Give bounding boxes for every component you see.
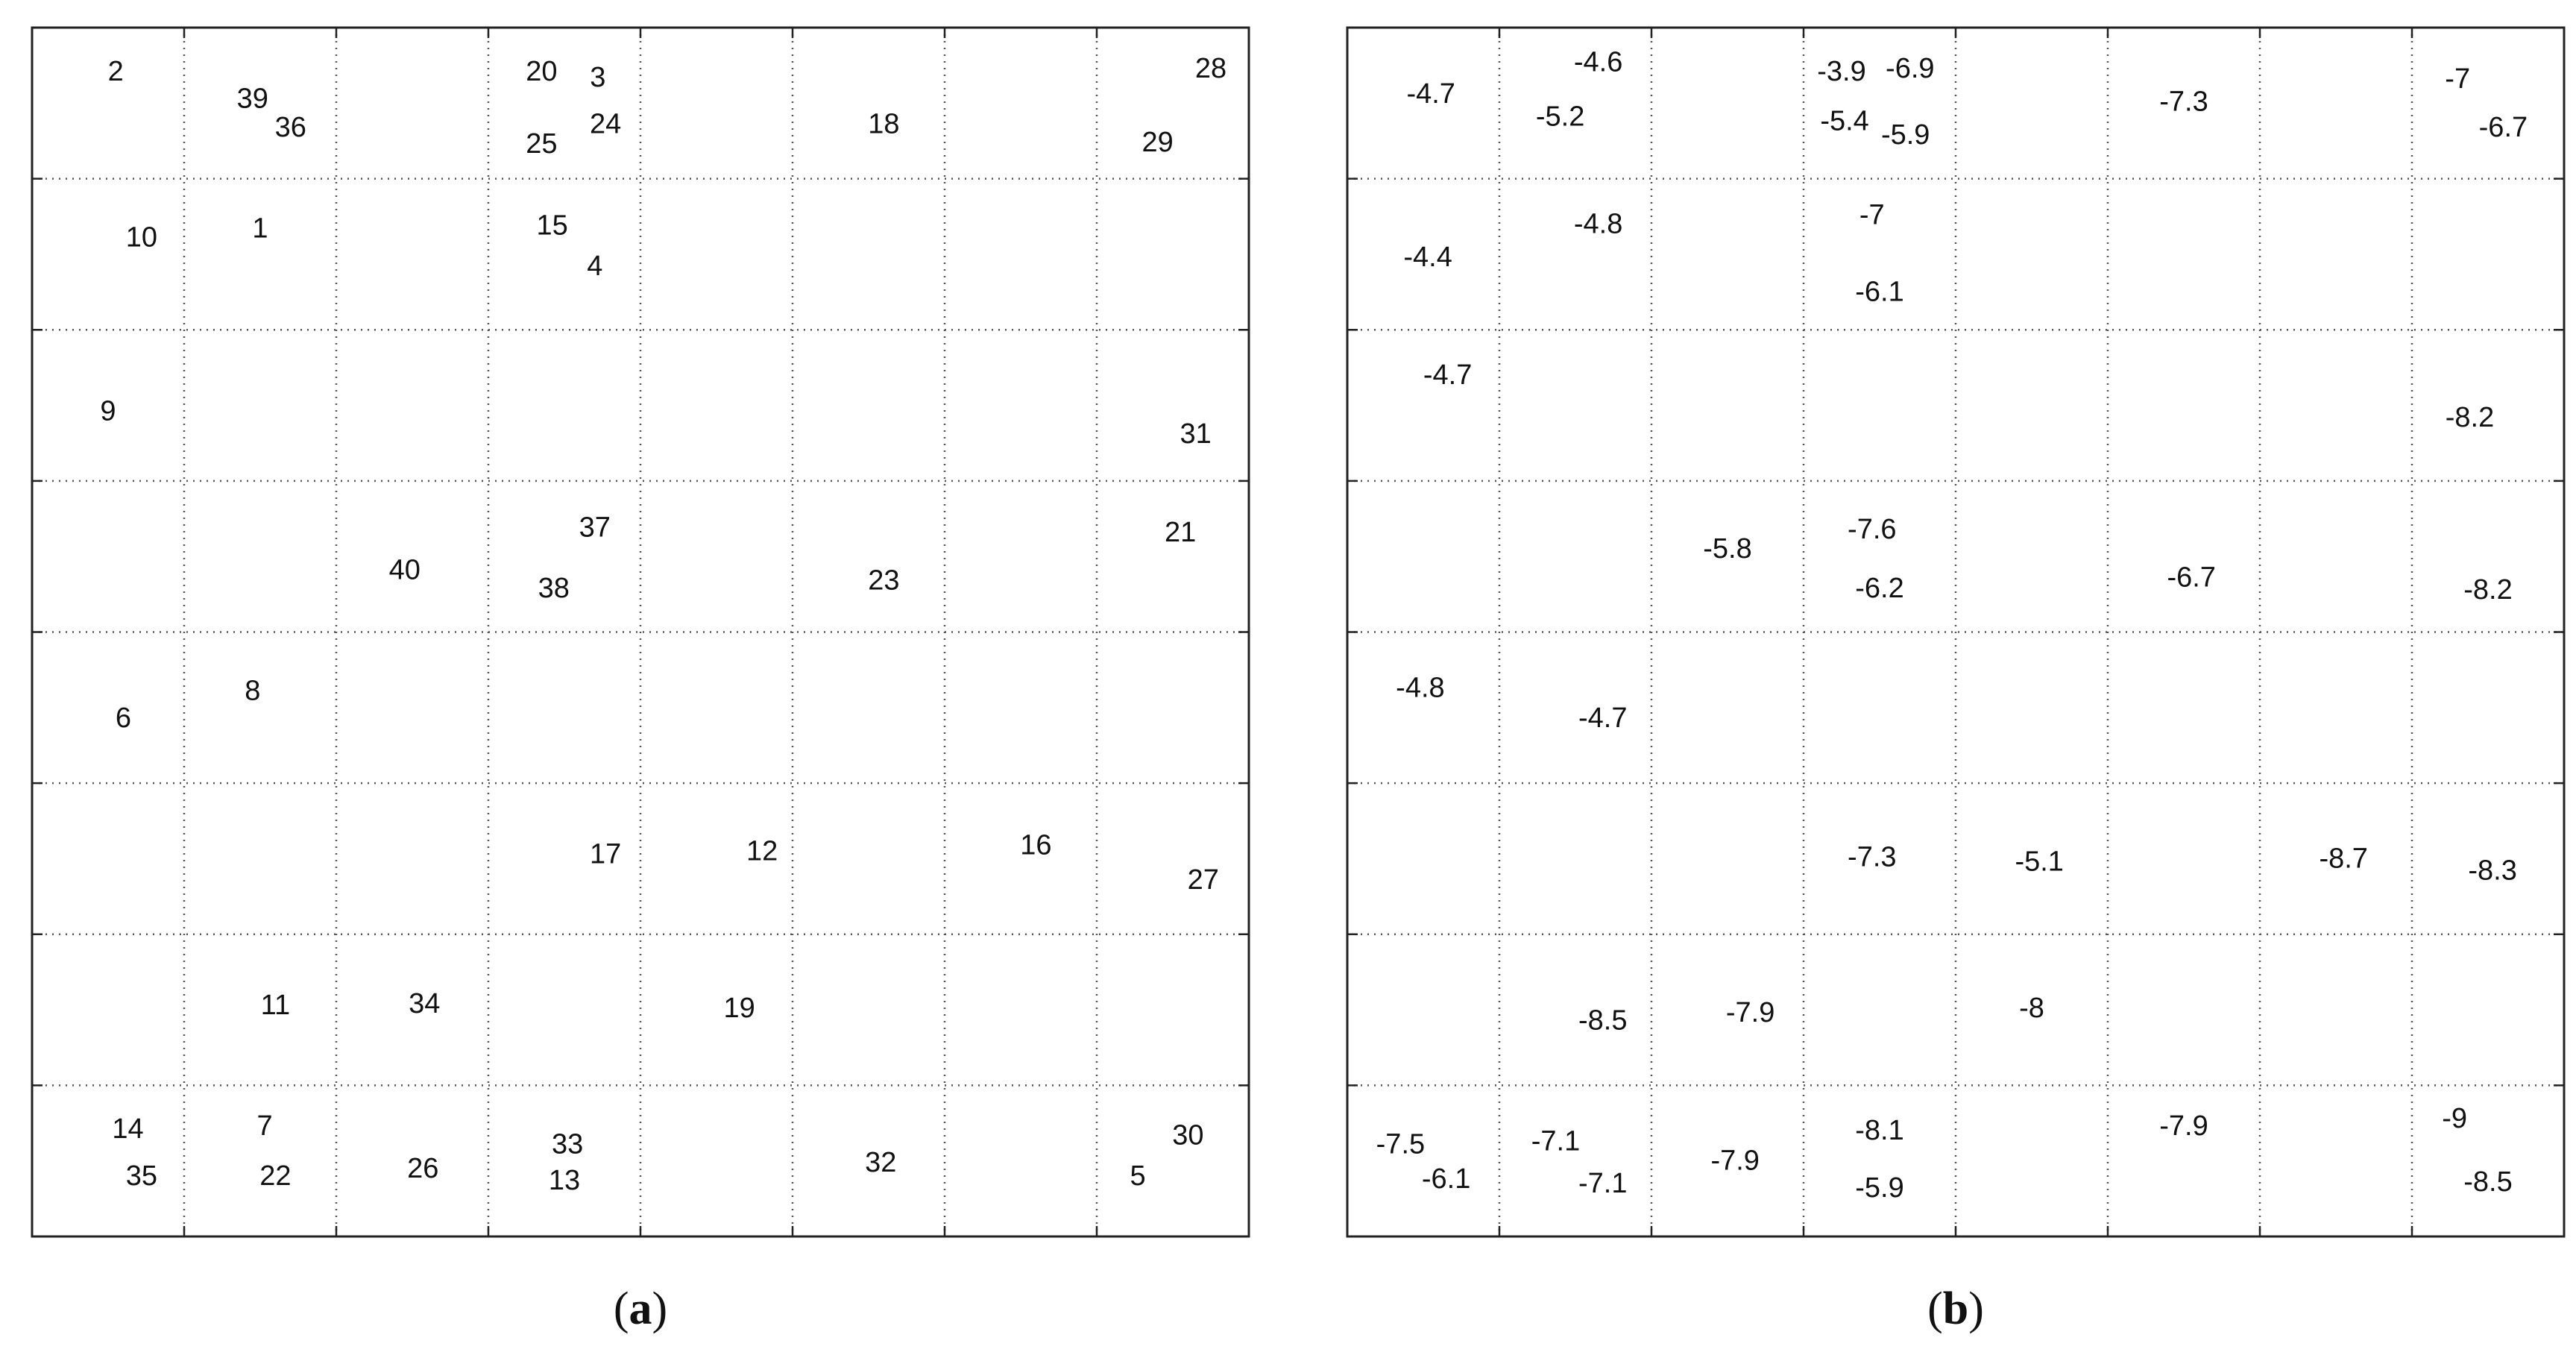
data-point-label: 29 — [1141, 127, 1173, 158]
data-point-label: -8.7 — [2319, 843, 2367, 874]
data-point-label: 12 — [746, 835, 778, 867]
data-point-label: -6.7 — [2167, 562, 2215, 594]
data-point-label: 22 — [259, 1160, 291, 1192]
data-point-label: -5.9 — [1881, 119, 1930, 151]
data-point-label: -7.3 — [2159, 86, 2208, 117]
data-point-label: -9 — [2442, 1103, 2467, 1134]
data-point-label: -4.6 — [1574, 47, 1622, 78]
data-point-label: 35 — [126, 1160, 157, 1192]
panel-label: (b) — [1927, 1283, 1984, 1334]
panel-letter: b — [1943, 1283, 1968, 1334]
data-point-label: -5.9 — [1855, 1172, 1903, 1204]
data-point-label: 6 — [116, 703, 131, 734]
data-point-label: -5.1 — [2015, 846, 2063, 878]
panel-label: (a) — [614, 1283, 667, 1334]
data-point-label: 36 — [275, 112, 306, 143]
data-point-label: -8.5 — [1578, 1005, 1627, 1036]
data-point-label: 7 — [257, 1110, 273, 1142]
data-point-label: 26 — [407, 1153, 438, 1184]
plot-frame — [31, 26, 1250, 1238]
data-point-label: 14 — [112, 1113, 143, 1145]
data-point-label: 20 — [526, 56, 557, 87]
data-point-label: 40 — [389, 554, 421, 585]
data-point-label: -4.4 — [1403, 242, 1452, 273]
data-point-label: 28 — [1195, 53, 1226, 84]
panel-label-open: ( — [1927, 1283, 1943, 1334]
data-point-label: -8.3 — [2468, 855, 2516, 887]
data-point-label: 4 — [587, 251, 602, 282]
data-point-label: 25 — [526, 128, 557, 160]
data-point-label: -8.1 — [1855, 1115, 1903, 1146]
data-point-label: -7.1 — [1578, 1168, 1627, 1199]
data-point-label: -8 — [2019, 993, 2044, 1024]
data-point-label: -7.3 — [1848, 841, 1896, 873]
data-point-label: -7.9 — [1726, 997, 1774, 1028]
data-point-label: 38 — [538, 573, 570, 604]
data-point-label: 30 — [1172, 1119, 1203, 1151]
data-point-label: -7 — [2445, 63, 2470, 95]
panel-letter: a — [629, 1283, 652, 1334]
data-point-label: -8.2 — [2463, 574, 2512, 606]
data-point-label: 2 — [108, 56, 124, 87]
data-point-label: 21 — [1165, 517, 1196, 548]
panel-label-close: ) — [1968, 1283, 1984, 1334]
data-point-label: -7.5 — [1376, 1128, 1425, 1160]
data-point-label: -4.8 — [1396, 673, 1444, 704]
data-point-label: -6.2 — [1855, 573, 1903, 604]
data-point-label: 3 — [590, 62, 605, 93]
data-point-label: -7 — [1859, 199, 1885, 230]
data-point-label: -5.8 — [1703, 533, 1751, 565]
grid-lines — [32, 28, 1249, 1236]
data-point-label: 27 — [1188, 864, 1219, 896]
data-point-label: -8.2 — [2446, 402, 2494, 433]
data-point-label: 1 — [252, 213, 268, 245]
data-point-label: 31 — [1180, 418, 1211, 450]
data-point-label: -6.7 — [2479, 112, 2528, 143]
data-labels: -4.7 -4.6 -5.2 -3.9 -6.9 -5.4 -5.9 -7.3 -7 -6.7 -4… — [1376, 47, 2528, 1204]
data-point-label: -5.2 — [1536, 101, 1584, 133]
data-point-label: 18 — [868, 109, 899, 140]
data-point-label: -3.9 — [1817, 56, 1865, 87]
data-point-label: 16 — [1020, 829, 1051, 861]
data-point-label: -6.1 — [1422, 1163, 1470, 1195]
data-point-label: 13 — [549, 1165, 580, 1196]
data-point-label: -4.7 — [1423, 359, 1472, 391]
data-point-label: 10 — [126, 222, 157, 254]
data-point-label: 5 — [1130, 1160, 1146, 1192]
data-point-label: -4.8 — [1574, 208, 1622, 239]
data-point-label: 17 — [590, 838, 621, 870]
panel-label-close: ) — [652, 1283, 668, 1334]
data-point-label: 34 — [409, 988, 440, 1019]
data-point-label: -6.9 — [1886, 53, 1934, 84]
data-point-label: 37 — [579, 512, 611, 544]
data-point-label: 15 — [537, 210, 568, 241]
data-point-label: 11 — [261, 990, 290, 1021]
data-point-label: -5.4 — [1820, 106, 1868, 137]
data-point-label: -7.9 — [1710, 1145, 1759, 1177]
data-point-label: 32 — [865, 1147, 896, 1178]
grid-lines — [1347, 28, 2564, 1236]
data-point-label: -7.1 — [1531, 1125, 1580, 1157]
panel-label-open: ( — [614, 1283, 629, 1334]
data-point-label: 33 — [552, 1128, 583, 1160]
data-point-label: -4.7 — [1578, 703, 1627, 734]
data-point-label: 9 — [100, 396, 116, 427]
plot-frame — [1346, 26, 2566, 1238]
data-point-label: 8 — [245, 676, 260, 707]
data-point-label: 19 — [723, 993, 755, 1024]
data-point-label: -4.7 — [1406, 78, 1455, 110]
data-point-label: -8.5 — [2463, 1166, 2512, 1198]
panel-b: -4.7 -4.6 -5.2 -3.9 -6.9 -5.4 -5.9 -7.3 -7 -6.7 -4… — [1346, 26, 2566, 1334]
data-point-label: 39 — [237, 83, 268, 114]
data-point-label: -7.6 — [1848, 514, 1896, 545]
data-point-label: -6.1 — [1855, 277, 1903, 308]
data-point-label: 24 — [590, 109, 621, 140]
data-point-label: 23 — [868, 565, 899, 597]
data-point-label: -7.9 — [2159, 1110, 2208, 1142]
